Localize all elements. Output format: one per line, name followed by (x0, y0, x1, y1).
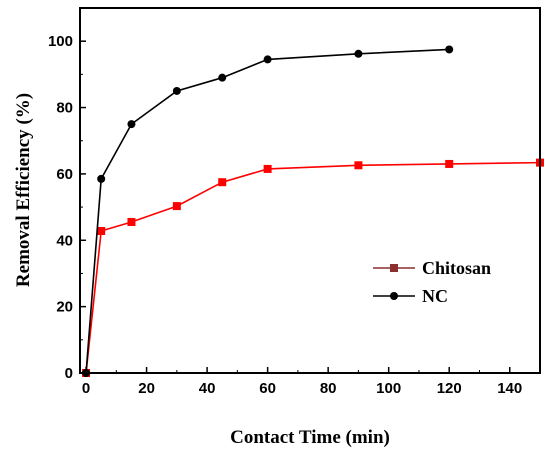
data-point (445, 45, 454, 54)
legend-marker (390, 292, 398, 300)
data-point (445, 159, 454, 168)
axes-layer (79, 7, 541, 374)
ticks-layer: 0 20 40 60 80 100 120 140 0 20 40 60 80 100 (48, 7, 522, 397)
y-tick-label: 20 (56, 299, 73, 316)
legend-label: Chitosan (422, 258, 491, 278)
data-point (127, 120, 136, 129)
x-tick-label: 20 (138, 380, 155, 397)
series-line (85, 48, 450, 374)
data-point (97, 226, 106, 235)
x-axis-title: Contact Time (min) (230, 427, 390, 448)
x-tick-label: 120 (437, 380, 462, 397)
x-tick-label: 80 (320, 380, 337, 397)
y-tick-label: 80 (56, 100, 73, 117)
plot-frame (79, 7, 541, 374)
data-point (218, 178, 227, 187)
legend-marker (390, 264, 398, 272)
data-point (263, 55, 272, 64)
x-tick-label: 100 (376, 380, 401, 397)
y-tick-label: 40 (56, 232, 73, 249)
legend-label: NC (422, 286, 448, 306)
data-point (97, 174, 106, 183)
data-point (172, 86, 181, 95)
x-tick-label: 60 (259, 380, 276, 397)
y-tick-label: 100 (48, 33, 73, 50)
data-point (218, 73, 227, 82)
data-point (172, 202, 181, 211)
data-point (127, 218, 136, 227)
legend: Chitosan NC (373, 258, 491, 306)
x-tick-label: 0 (82, 380, 90, 397)
series-layer (82, 45, 544, 377)
x-tick-label: 140 (497, 380, 522, 397)
y-axis-title: Removal Efficiency (%) (13, 93, 34, 287)
data-point (263, 164, 272, 173)
data-point (354, 161, 363, 170)
y-tick-label: 0 (65, 365, 73, 382)
data-point (354, 49, 363, 58)
series-nc (82, 45, 454, 377)
x-tick-label: 40 (199, 380, 216, 397)
y-tick-label: 60 (56, 166, 73, 183)
